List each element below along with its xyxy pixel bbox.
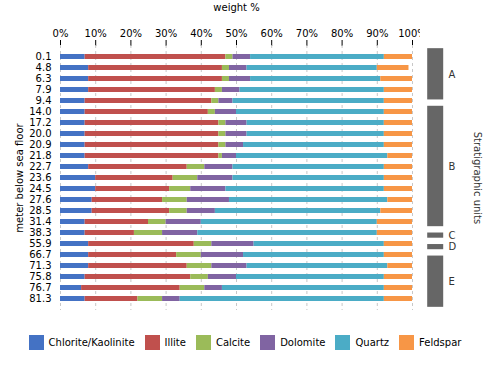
svg-text:7.9: 7.9	[36, 84, 52, 95]
svg-text:E: E	[449, 276, 455, 287]
svg-text:meter below sea floor: meter below sea floor	[14, 122, 25, 232]
svg-text:9.4: 9.4	[36, 95, 52, 106]
svg-text:60%: 60%	[261, 28, 283, 39]
svg-text:27.6: 27.6	[29, 194, 51, 205]
svg-text:28.5: 28.5	[29, 205, 51, 216]
html-text:Illite: Illite	[164, 337, 186, 348]
svg-text:31.4: 31.4	[29, 216, 51, 227]
svg-text:22.7: 22.7	[29, 161, 51, 172]
svg-text:14.0: 14.0	[29, 106, 51, 117]
html-text:Quartz: Quartz	[355, 337, 390, 348]
html-text:Feldspar: Feldspar	[419, 337, 462, 348]
svg-text:Stratigraphic units: Stratigraphic units	[472, 132, 483, 225]
svg-text:4.8: 4.8	[36, 62, 52, 73]
svg-text:6.3: 6.3	[36, 73, 52, 84]
svg-text:50%: 50%	[225, 28, 247, 39]
svg-text:0.1: 0.1	[36, 51, 52, 62]
svg-text:66.7: 66.7	[29, 249, 51, 260]
svg-text:0%: 0%	[53, 28, 69, 39]
svg-text:B: B	[449, 161, 456, 172]
svg-text:71.3: 71.3	[29, 260, 51, 271]
svg-text:20.0: 20.0	[29, 128, 51, 139]
svg-text:55.9: 55.9	[29, 238, 51, 249]
html-text:Calcite: Calcite	[215, 337, 251, 348]
svg-text:38.3: 38.3	[29, 227, 51, 238]
html-text:Dolomite: Dolomite	[280, 337, 326, 348]
svg-text:80%: 80%	[331, 28, 353, 39]
svg-text:76.7: 76.7	[29, 282, 51, 293]
svg-text:30%: 30%	[155, 28, 177, 39]
svg-text:23.6: 23.6	[29, 172, 51, 183]
svg-text:17.2: 17.2	[29, 117, 51, 128]
svg-text:40%: 40%	[190, 28, 212, 39]
svg-text:D: D	[449, 241, 457, 252]
svg-text:10%: 10%	[85, 28, 107, 39]
svg-text:20.9: 20.9	[29, 139, 51, 150]
svg-text:70%: 70%	[296, 28, 318, 39]
svg-text:weight %: weight %	[213, 2, 259, 13]
svg-text:100%: 100%	[398, 28, 420, 39]
svg-text:C: C	[449, 230, 456, 241]
svg-text:75.8: 75.8	[29, 271, 51, 282]
svg-text:81.3: 81.3	[29, 293, 51, 304]
svg-text:24.5: 24.5	[29, 183, 51, 194]
html-text:Chlorite/Kaolinite: Chlorite/Kaolinite	[48, 337, 135, 348]
svg-text:90%: 90%	[366, 28, 388, 39]
svg-text:A: A	[449, 69, 456, 80]
svg-text:21.8: 21.8	[29, 150, 51, 161]
svg-text:20%: 20%	[120, 28, 142, 39]
